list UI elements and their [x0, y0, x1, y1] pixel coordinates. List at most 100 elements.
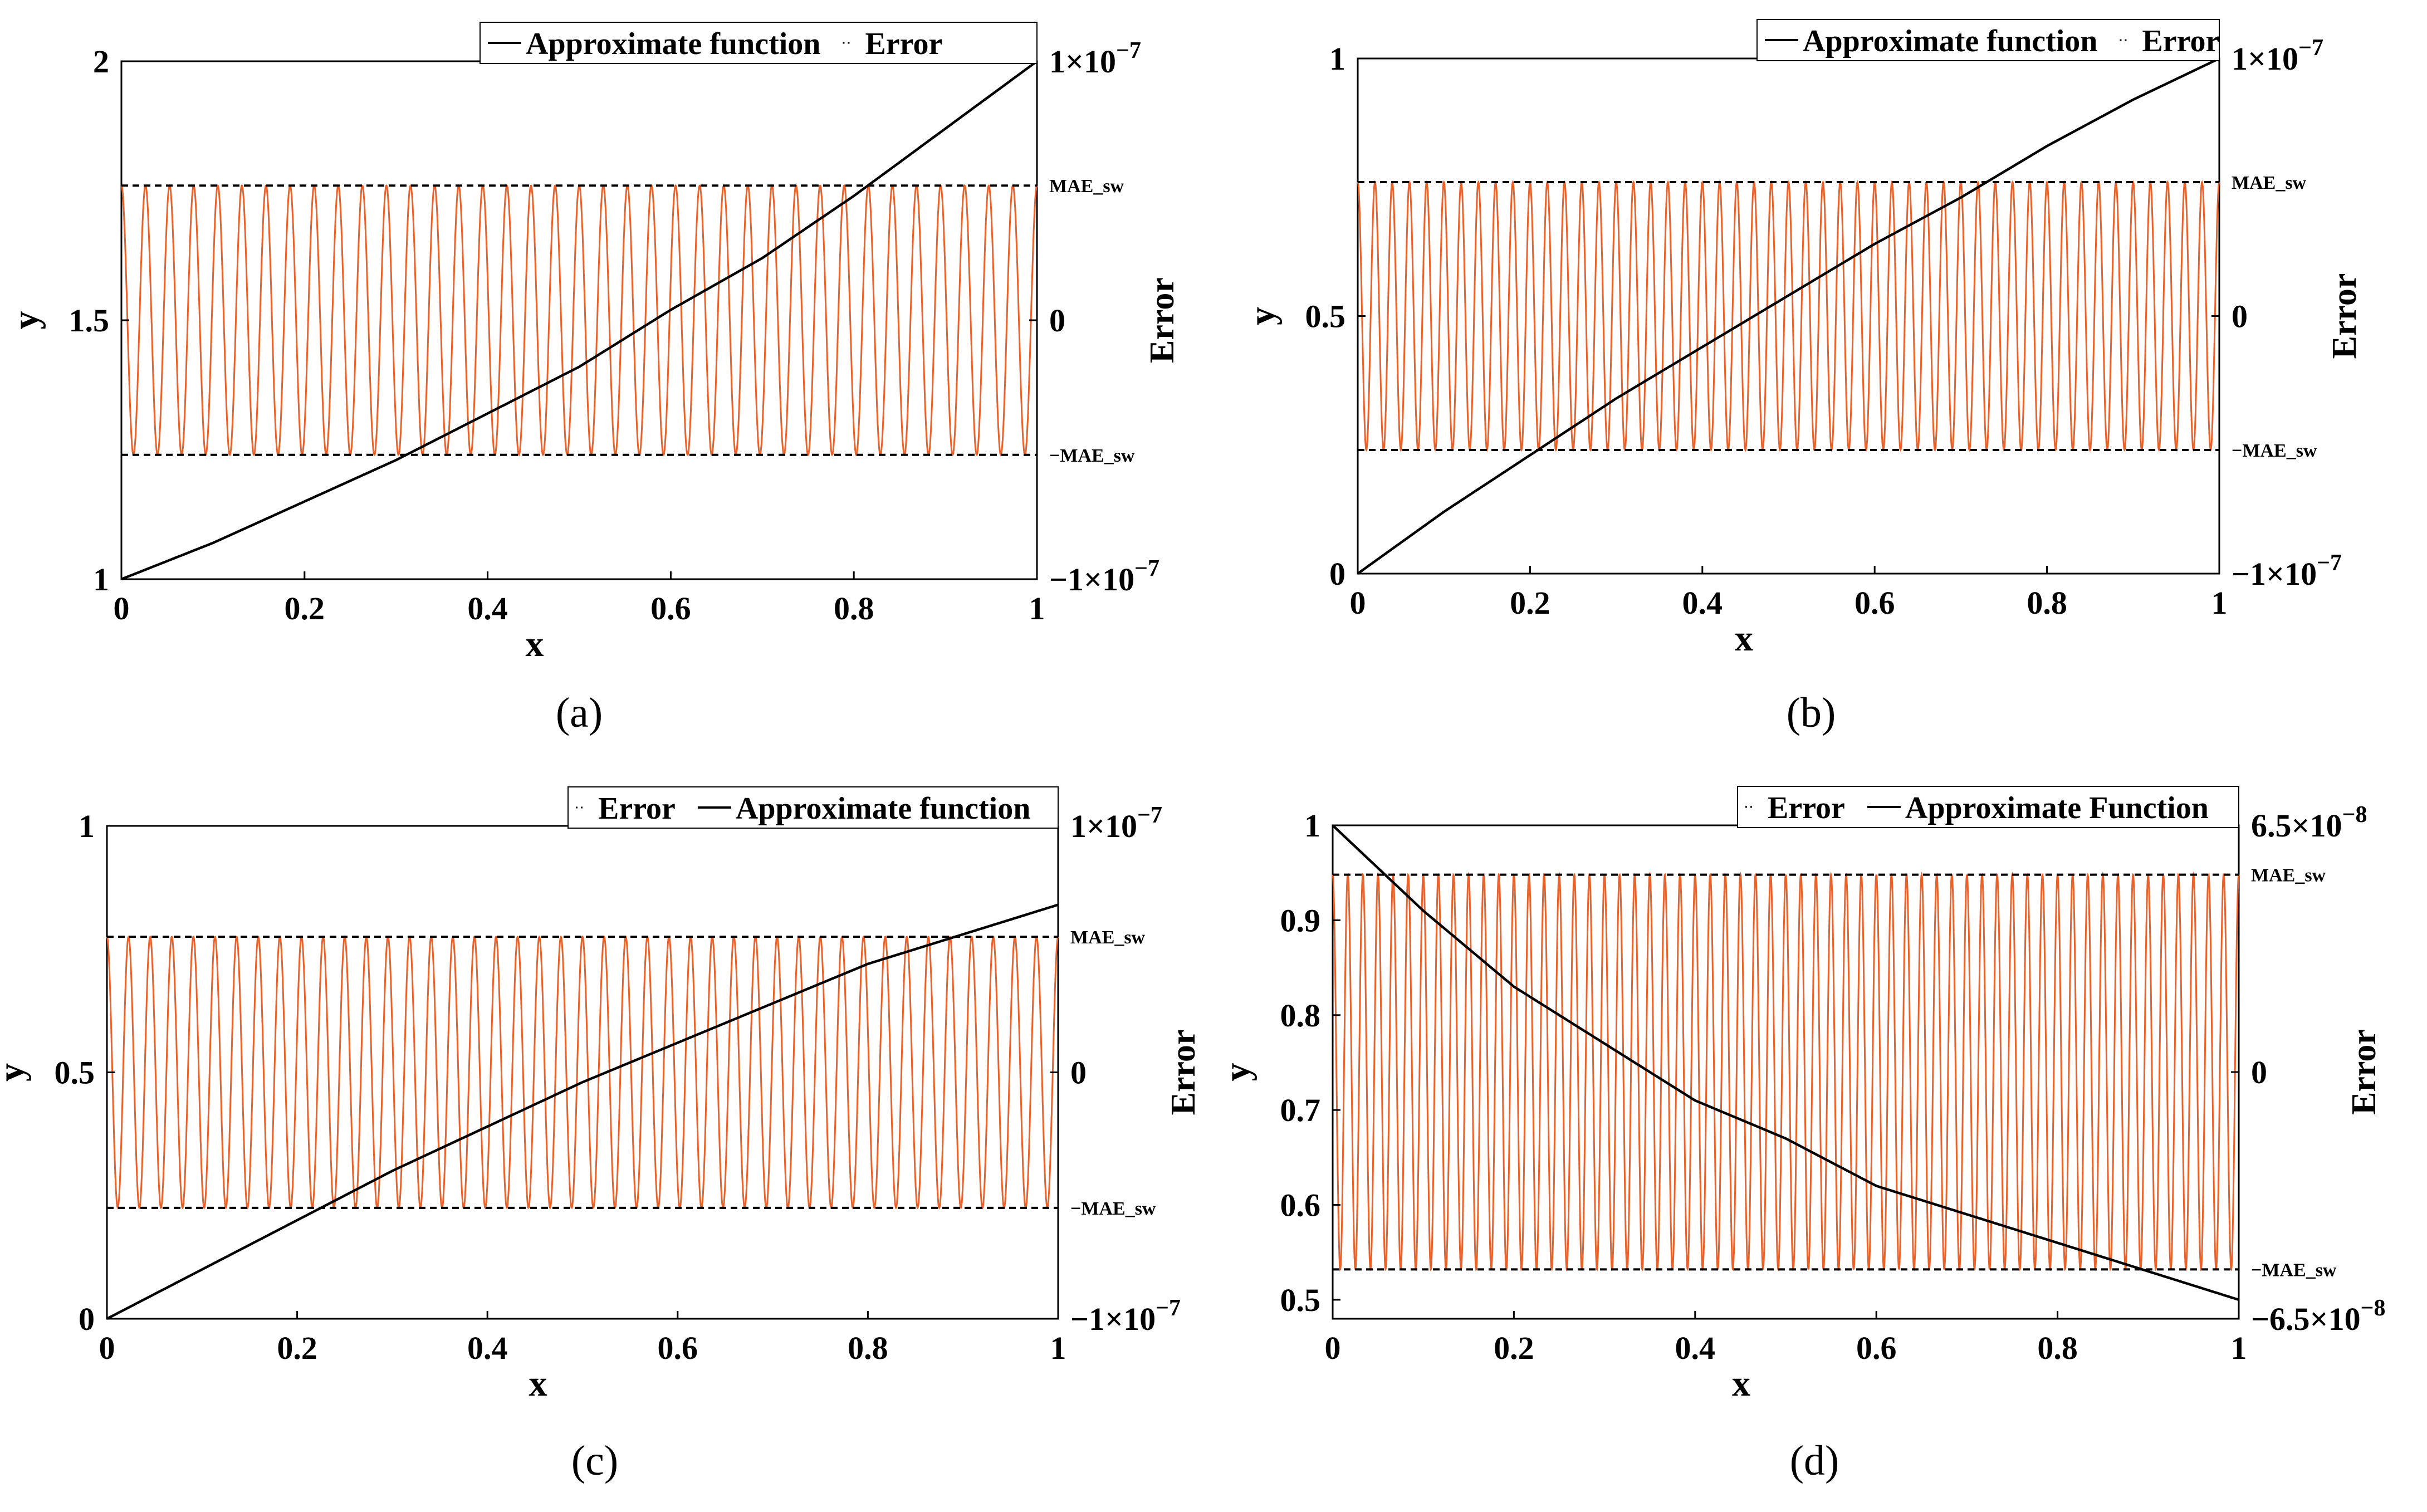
y2-tick-label: 1×10−7 — [1049, 38, 1141, 80]
y2-tick-label: 0 — [1070, 1055, 1087, 1091]
legend-label: Error — [865, 27, 942, 61]
x-tick-label: 0.2 — [277, 1330, 317, 1366]
y-tick-label: 1 — [93, 561, 109, 598]
x-tick-label: 0.8 — [2037, 1330, 2078, 1366]
y-axis-label: y — [1217, 1063, 1257, 1082]
legend-label: Approximate Function — [1905, 791, 2209, 825]
x-tick-label: 0.4 — [467, 590, 508, 627]
x-tick-label: 0.8 — [834, 590, 874, 627]
y2-axis-label: Error — [2326, 273, 2364, 359]
legend-box — [1737, 786, 2239, 828]
y2-tick-label: −1×10−7 — [1049, 556, 1159, 598]
y-tick-label: 0.5 — [1280, 1282, 1321, 1318]
error-series-line — [1357, 180, 2220, 452]
x-axis-label: x — [529, 1363, 547, 1404]
mae-lower-label: −MAE_sw — [1049, 446, 1135, 466]
y-tick-label: 0 — [1329, 556, 1345, 592]
plot-frame — [1357, 57, 2220, 575]
approx-function-line — [106, 903, 1059, 1320]
x-tick-label: 0.6 — [1856, 1330, 1897, 1366]
x-axis-label: x — [526, 624, 544, 664]
chart-panel-3: 0 0.2 0.4 0.6 0.8 100.51−1×10−701×10−7MAE_sw−… — [0, 786, 1202, 1484]
y2-tick-exponent: −7 — [1116, 38, 1141, 63]
chart-panel-1: 0 0.2 0.4 0.6 0.8 1 1 1.5 2 −1×10−7 0 1×10−7 MAE_sw −… — [6, 22, 1181, 736]
x-tick-label: 0.4 — [1675, 1330, 1716, 1366]
y2-tick-exponent: −8 — [2361, 1295, 2386, 1321]
x-axis-label: x — [1732, 1363, 1750, 1404]
approx-function-line — [121, 60, 1038, 581]
y2-tick-label: 1×10−7 — [2232, 35, 2323, 77]
x-tick-label: 0 — [1325, 1330, 1341, 1366]
panel-caption: (c) — [571, 1437, 618, 1484]
legend: Approximate function Error — [479, 22, 1038, 64]
x-tick-label: 0 — [99, 1330, 115, 1366]
approx-function-line — [1357, 57, 2220, 575]
y-tick-label: 0.9 — [1280, 902, 1321, 938]
x-tick-label: 1 — [1050, 1330, 1066, 1366]
x-tick-label: 0.2 — [285, 590, 325, 627]
x-axis-label: x — [1735, 618, 1753, 659]
panel-caption: (b) — [1787, 689, 1836, 736]
y-tick-label: 1 — [1304, 808, 1320, 844]
y2-tick-exponent: −7 — [2298, 35, 2323, 61]
legend-box — [567, 786, 1059, 829]
legend-label: Error — [598, 791, 676, 826]
legend-label: Approximate function — [736, 791, 1030, 826]
plot-frame — [120, 60, 1038, 580]
mae-lower-label: −MAE_sw — [1070, 1198, 1156, 1219]
y-tick-label: 2 — [93, 43, 109, 80]
x-tick-label: 0.2 — [1510, 585, 1550, 621]
legend: Error Approximate function — [567, 786, 1059, 829]
mae-lower-label: −MAE_sw — [2251, 1260, 2337, 1280]
y-axis-label: y — [0, 1063, 32, 1082]
error-series-line — [1332, 872, 2240, 1271]
error-series-line — [120, 184, 1038, 457]
legend-label: Approximate function — [1803, 24, 2097, 58]
y-tick-label: 0.7 — [1280, 1092, 1321, 1128]
y2-tick-label: −1×10−7 — [2232, 550, 2342, 592]
mae-upper-label: MAE_sw — [2232, 173, 2307, 193]
plot-frame — [1332, 824, 2240, 1320]
legend-label: Error — [2142, 24, 2219, 58]
mae-upper-label: MAE_sw — [1070, 927, 1146, 948]
legend-box — [1756, 19, 2220, 61]
panel-caption: (d) — [1790, 1437, 1839, 1484]
legend-box — [479, 22, 1038, 64]
y2-axis-label: Error — [1164, 1030, 1202, 1115]
x-tick-label: 1 — [1029, 590, 1045, 627]
y-tick-label: 0 — [79, 1301, 95, 1337]
chart-panel-2: 0 0.2 0.4 0.6 0.8 100.51−1×10−701×10−7MAE_sw−… — [1242, 19, 2364, 736]
y2-tick-exponent: −7 — [2317, 550, 2342, 576]
x-tick-label: 0.6 — [1854, 585, 1895, 621]
x-tick-label: 0.6 — [650, 590, 691, 627]
y-tick-label: 1.5 — [69, 302, 110, 339]
legend: Approximate function Error — [1756, 19, 2220, 61]
y2-tick-label: 0 — [1049, 302, 1065, 339]
x-tick-label: 0.6 — [658, 1330, 698, 1366]
y2-axis-label: Error — [1143, 277, 1181, 363]
legend-label: Error — [1768, 791, 1845, 825]
mae-lower-label: −MAE_sw — [2232, 441, 2317, 461]
y2-tick-label: −1×10−7 — [1070, 1295, 1181, 1337]
error-series-line — [106, 935, 1059, 1210]
y2-tick-label: 1×10−7 — [1070, 803, 1162, 844]
y2-tick-exponent: −7 — [1156, 1295, 1181, 1321]
y2-tick-label: 0 — [2251, 1054, 2267, 1090]
y-tick-label: 0.8 — [1280, 997, 1321, 1034]
x-tick-label: 0.4 — [467, 1330, 508, 1366]
x-tick-label: 0 — [114, 590, 130, 627]
y-tick-label: 0.5 — [1305, 299, 1346, 335]
x-tick-label: 0.4 — [1682, 585, 1723, 621]
y2-tick-exponent: −7 — [1137, 803, 1162, 828]
mae-upper-label: MAE_sw — [1049, 176, 1124, 197]
y2-tick-label: 0 — [2232, 299, 2248, 335]
x-tick-label: 1 — [2231, 1330, 2247, 1366]
legend-label: Approximate function — [526, 27, 820, 61]
y2-axis-label: Error — [2345, 1029, 2383, 1115]
y2-tick-label: −6.5×10−8 — [2251, 1295, 2386, 1337]
x-tick-label: 0.2 — [1494, 1330, 1534, 1366]
legend: Error Approximate Function — [1737, 786, 2239, 828]
y2-tick-label: 6.5×10−8 — [2251, 802, 2367, 844]
approx-function-line — [1332, 824, 2239, 1301]
